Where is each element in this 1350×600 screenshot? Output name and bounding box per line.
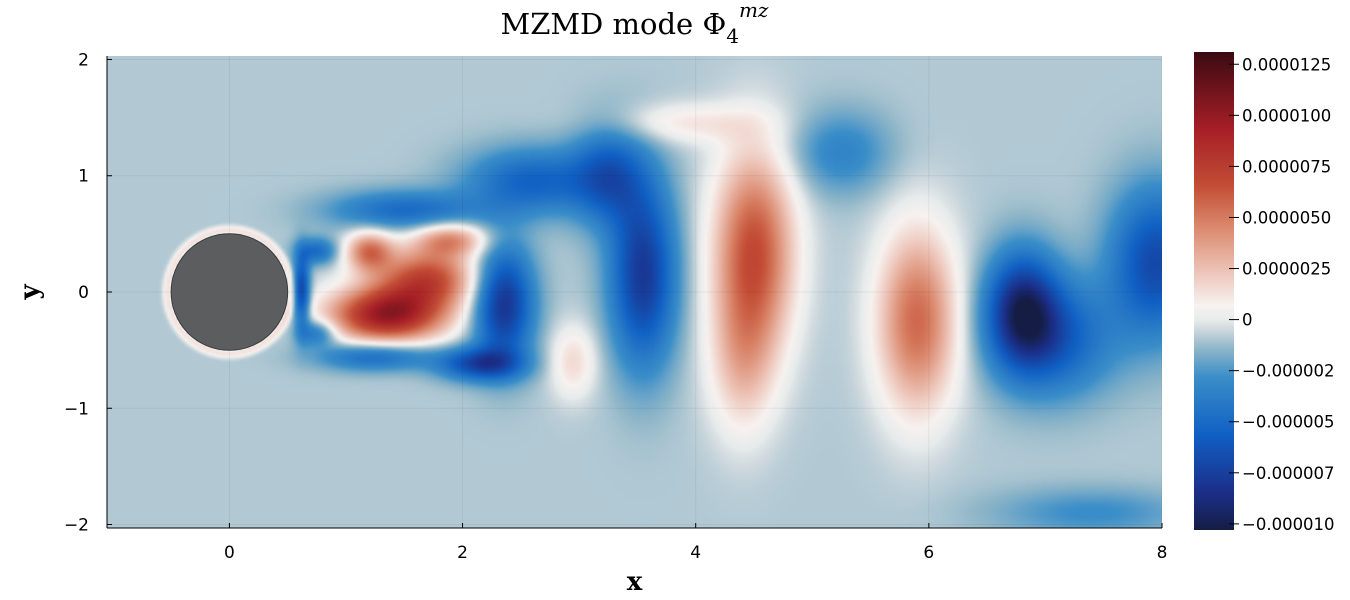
chart-title-superscript: mz: [739, 0, 769, 22]
colorbar-tick-label: 0.0000025: [1242, 260, 1331, 279]
x-tick-label: 2: [457, 543, 468, 563]
x-tick-label: 8: [1157, 543, 1168, 563]
colorbar-ticks: 0.0000125 0.0000100 0.0000075 0.0000050 0.00…: [1229, 55, 1335, 534]
colorbar-tick-label: −0.000005: [1242, 413, 1335, 432]
colorbar-tick-label: 0.0000100: [1242, 106, 1331, 125]
colorbar-tick-label: −0.000010: [1242, 515, 1335, 534]
y-tick-label: −2: [64, 516, 89, 536]
colorbar: 0.0000125 0.0000100 0.0000075 0.0000050 0.00…: [1194, 52, 1335, 534]
chart-title-prefix: MZMD mode: [501, 7, 703, 41]
x-tick-label: 0: [224, 543, 235, 563]
chart-title: MZMD mode Φ4mz: [501, 0, 769, 48]
plot-area: [107, 56, 1162, 528]
chart-title-subscript: 4: [726, 24, 739, 48]
y-tick-label: 1: [78, 167, 89, 187]
colorbar-tick-label: 0.0000125: [1242, 55, 1331, 74]
colorbar-tick-label: −0.000007: [1242, 464, 1335, 483]
x-tick-label: 6: [923, 543, 934, 563]
axes: 0 2 4 6 8 −2 −1 0 1 2: [64, 50, 1167, 563]
colorbar-tick-label: 0.0000075: [1242, 157, 1331, 176]
chart-title-symbol: Φ: [702, 7, 726, 41]
colorbar-tick-label: 0.0000050: [1242, 208, 1331, 227]
y-tick-label: −1: [64, 399, 89, 419]
grid-lines: [107, 56, 1162, 528]
y-tick-label: 2: [78, 50, 89, 70]
colorbar-tick-label: −0.000002: [1242, 362, 1335, 381]
x-axis-label: x: [627, 567, 643, 597]
colorbar-gradient: [1194, 52, 1234, 530]
y-axis-label: y: [15, 284, 45, 301]
colorbar-tick-label: 0: [1242, 311, 1253, 330]
x-tick-label: 4: [690, 543, 701, 563]
cylinder-obstacle: [170, 233, 289, 351]
y-tick-label: 0: [78, 283, 89, 303]
